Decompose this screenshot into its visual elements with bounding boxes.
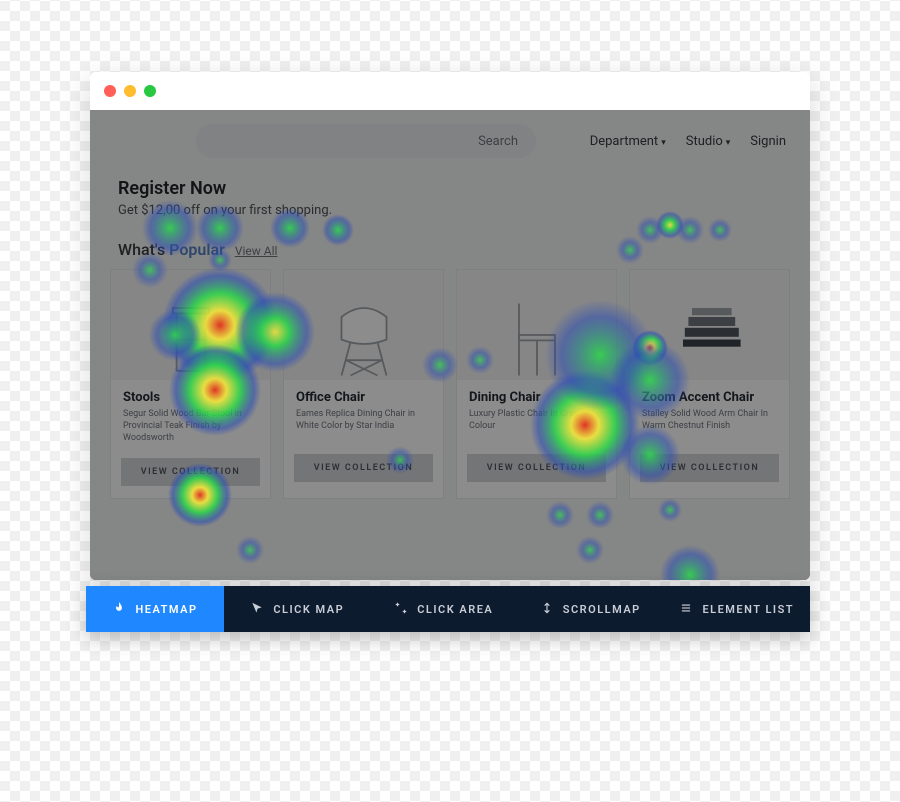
search-placeholder: Search [478,134,518,149]
tab-clickmap[interactable]: CLICK MAP [224,586,371,632]
flame-icon [112,601,126,618]
product-title: Stools [123,390,258,405]
scroll-icon [540,601,554,618]
tab-heatmap[interactable]: HEATMAP [86,586,224,632]
nav-studio[interactable]: Studio▾ [686,134,731,149]
nav-links: Department▾ Studio▾ Signin [590,134,786,149]
viewport: Search Department▾ Studio▾ Signin Regist… [90,110,810,580]
product-image [284,270,443,380]
product-title: Dining Chair [469,390,604,405]
recorded-page: Search Department▾ Studio▾ Signin Regist… [90,110,810,580]
view-all-link[interactable]: View All [235,244,278,258]
product-title: Zoom Accent Chair [642,390,777,405]
tab-label: CLICK AREA [417,603,493,616]
maximize-icon[interactable] [144,85,156,97]
product-image [457,270,616,380]
nav-department[interactable]: Department▾ [590,134,666,149]
cursor-icon [250,601,264,618]
tab-elementlist[interactable]: ELEMENT LIST [664,586,811,632]
section-heading: What's Popular View All [90,222,810,269]
view-collection-button[interactable]: VIEW COLLECTION [640,454,779,482]
view-collection-button[interactable]: VIEW COLLECTION [294,454,433,482]
product-desc: Stalley Solid Wood Arm Chair In Warm Che… [642,408,777,440]
nav-signin[interactable]: Signin [750,134,786,149]
tab-label: ELEMENT LIST [702,603,794,616]
product-desc: Luxury Plastic Chair In Gray Colour [469,408,604,440]
product-image [111,270,270,380]
view-collection-button[interactable]: VIEW COLLECTION [121,458,260,486]
close-icon[interactable] [104,85,116,97]
tab-label: CLICK MAP [273,603,344,616]
tab-label: SCROLLMAP [563,603,641,616]
list-icon [679,601,693,618]
search-input[interactable]: Search [196,124,536,158]
tab-label: HEATMAP [135,603,197,616]
tab-clickarea[interactable]: CLICK AREA [371,586,518,632]
view-collection-button[interactable]: VIEW COLLECTION [467,454,606,482]
product-image [630,270,789,380]
promo-subtitle: Get $12,00 off on your first shopping. [118,203,782,218]
product-title: Office Chair [296,390,431,405]
tab-scrollmap[interactable]: SCROLLMAP [517,586,664,632]
product-grid: Stools Segur Solid Wood Bar Stool in Prov… [90,269,810,499]
product-card[interactable]: Zoom Accent Chair Stalley Solid Wood Arm … [629,269,790,499]
window-titlebar [90,72,810,110]
promo-banner: Register Now Get $12,00 off on your firs… [90,172,810,222]
product-card[interactable]: Dining Chair Luxury Plastic Chair In Gray… [456,269,617,499]
product-card[interactable]: Office Chair Eames Replica Dining Chair i… [283,269,444,499]
product-desc: Segur Solid Wood Bar Stool in Provincial… [123,408,258,444]
product-desc: Eames Replica Dining Chair in White Colo… [296,408,431,440]
minimize-icon[interactable] [124,85,136,97]
crop-icon [394,601,408,618]
page-header: Search Department▾ Studio▾ Signin [90,110,810,172]
product-card[interactable]: Stools Segur Solid Wood Bar Stool in Prov… [110,269,271,499]
chevron-down-icon: ▾ [661,138,666,148]
browser-window: Search Department▾ Studio▾ Signin Regist… [90,72,810,580]
promo-title: Register Now [118,178,782,199]
heatmap-toolbar: HEATMAP CLICK MAP CLICK AREA SCROLLMAP ELEME… [86,586,810,632]
section-title: What's Popular [118,240,225,259]
chevron-down-icon: ▾ [726,138,731,148]
